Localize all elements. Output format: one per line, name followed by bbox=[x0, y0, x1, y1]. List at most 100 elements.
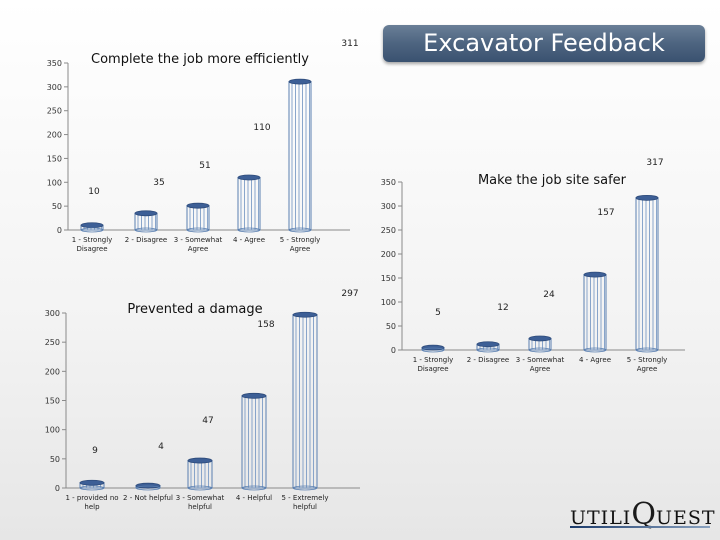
bar-base bbox=[528, 347, 552, 353]
y-tick-label: 200 bbox=[381, 250, 396, 259]
y-tick-label: 200 bbox=[47, 131, 62, 140]
x-tick-label: 4 - Helpful bbox=[236, 494, 272, 502]
bar-base bbox=[79, 485, 105, 491]
chart-complete-job-efficiently: 0 50 100 150 200 250 300 350 Complete the job mo… bbox=[47, 39, 359, 253]
bar-base bbox=[237, 227, 261, 233]
bar-cap bbox=[241, 392, 267, 399]
data-label: 110 bbox=[253, 123, 270, 133]
y-tick-label: 300 bbox=[381, 202, 396, 211]
bar-base bbox=[187, 485, 213, 491]
bar-cap bbox=[187, 457, 213, 464]
bar-group bbox=[583, 271, 607, 353]
x-tick-label: 5 - Strongly Agree bbox=[280, 236, 321, 253]
chart-prevented-damage: 0 50 100 150 200 250 300 Prevented a damage 9 1 -… bbox=[45, 289, 360, 511]
data-label: 158 bbox=[257, 320, 274, 330]
chart-title: Complete the job more efficiently bbox=[91, 52, 309, 67]
y-tick-label: 0 bbox=[55, 484, 60, 493]
bar-base bbox=[292, 485, 318, 491]
bar-cap bbox=[288, 78, 312, 85]
y-tick-label: 100 bbox=[47, 178, 62, 187]
page-title: Excavator Feedback bbox=[423, 29, 665, 57]
y-tick-label: 300 bbox=[47, 83, 62, 92]
bar-group bbox=[80, 222, 104, 233]
x-tick-label: 1 - Strongly Disagree bbox=[413, 356, 454, 373]
x-tick-label: 1 - provided no help bbox=[65, 494, 118, 511]
bar-base bbox=[476, 347, 500, 353]
x-tick-label: 5 - Strongly Agree bbox=[627, 356, 668, 373]
chart-title: Prevented a damage bbox=[127, 302, 262, 317]
title-banner: Excavator Feedback bbox=[383, 25, 705, 62]
bar-cap bbox=[237, 174, 261, 181]
x-tick-label: 3 - Somewhat Agree bbox=[516, 356, 565, 373]
utiliquest-logo: UTILIQUEST bbox=[570, 497, 716, 532]
y-tick-label: 100 bbox=[381, 298, 396, 307]
bar-base bbox=[288, 227, 312, 233]
data-label: 311 bbox=[341, 39, 358, 49]
bar-group bbox=[292, 311, 318, 491]
bar-base bbox=[186, 227, 210, 233]
bar-cap bbox=[583, 271, 607, 278]
bar-group bbox=[134, 210, 158, 233]
bar-cap bbox=[79, 479, 105, 486]
bar-group bbox=[288, 78, 312, 233]
data-label: 4 bbox=[158, 442, 164, 452]
bar-cap bbox=[186, 202, 210, 209]
bar-group bbox=[187, 457, 213, 491]
bar-group bbox=[186, 202, 210, 233]
bar-base bbox=[135, 485, 161, 491]
y-tick-label: 250 bbox=[381, 226, 396, 235]
y-tick-label: 350 bbox=[47, 59, 62, 68]
bar-base bbox=[421, 347, 445, 353]
bar-group bbox=[635, 194, 659, 353]
bar-base bbox=[635, 347, 659, 353]
bar-group bbox=[421, 344, 445, 353]
data-label: 157 bbox=[597, 208, 614, 218]
x-tick-label: 2 - Disagree bbox=[125, 236, 167, 244]
x-tick-label: 3 - Somewhat Agree bbox=[174, 236, 223, 253]
bar-cap bbox=[134, 210, 158, 217]
y-tick-label: 150 bbox=[45, 397, 60, 406]
bar-cap bbox=[292, 311, 318, 318]
x-tick-label: 4 - Agree bbox=[233, 236, 265, 244]
data-label: 5 bbox=[435, 308, 441, 318]
y-tick-label: 350 bbox=[381, 178, 396, 187]
chart-job-site-safer: 0 50 100 150 200 250 300 350 Make the job site s… bbox=[381, 158, 685, 373]
bar-group bbox=[528, 335, 552, 353]
x-tick-label: 4 - Agree bbox=[579, 356, 611, 364]
data-label: 12 bbox=[497, 303, 508, 313]
y-tick-label: 250 bbox=[47, 107, 62, 116]
x-tick-label: 1 - Strongly Disagree bbox=[72, 236, 113, 253]
y-tick-label: 250 bbox=[45, 338, 60, 347]
bar-cap bbox=[635, 194, 659, 201]
x-tick-label: 2 - Not helpful bbox=[123, 494, 173, 502]
y-tick-label: 100 bbox=[45, 426, 60, 435]
x-tick-label: 3 - Somewhat helpful bbox=[176, 494, 225, 511]
y-tick-label: 150 bbox=[381, 274, 396, 283]
bar-base bbox=[583, 347, 607, 353]
data-label: 10 bbox=[88, 187, 100, 197]
x-tick-label: 2 - Disagree bbox=[467, 356, 509, 364]
bar-base bbox=[241, 485, 267, 491]
x-tick-label: 5 - Extremely helpful bbox=[282, 494, 329, 511]
bar-group bbox=[241, 392, 267, 491]
y-tick-label: 150 bbox=[47, 154, 62, 163]
bar-group bbox=[237, 174, 261, 233]
bar-cap bbox=[528, 335, 552, 342]
data-label: 47 bbox=[202, 416, 213, 426]
y-tick-label: 50 bbox=[52, 202, 62, 211]
data-label: 24 bbox=[543, 290, 555, 300]
y-tick-label: 200 bbox=[45, 367, 60, 376]
data-label: 9 bbox=[92, 446, 98, 456]
y-tick-label: 300 bbox=[45, 309, 60, 318]
bar-group bbox=[79, 479, 105, 491]
data-label: 317 bbox=[646, 158, 663, 168]
y-tick-label: 50 bbox=[50, 455, 60, 464]
y-tick-label: 50 bbox=[386, 322, 396, 331]
y-tick-label: 0 bbox=[391, 346, 396, 355]
bar-group bbox=[476, 341, 500, 353]
data-label: 297 bbox=[341, 289, 358, 299]
y-tick-label: 0 bbox=[57, 226, 62, 235]
logo-underline bbox=[570, 526, 710, 528]
data-label: 51 bbox=[199, 161, 210, 171]
bar-cap bbox=[476, 341, 500, 348]
